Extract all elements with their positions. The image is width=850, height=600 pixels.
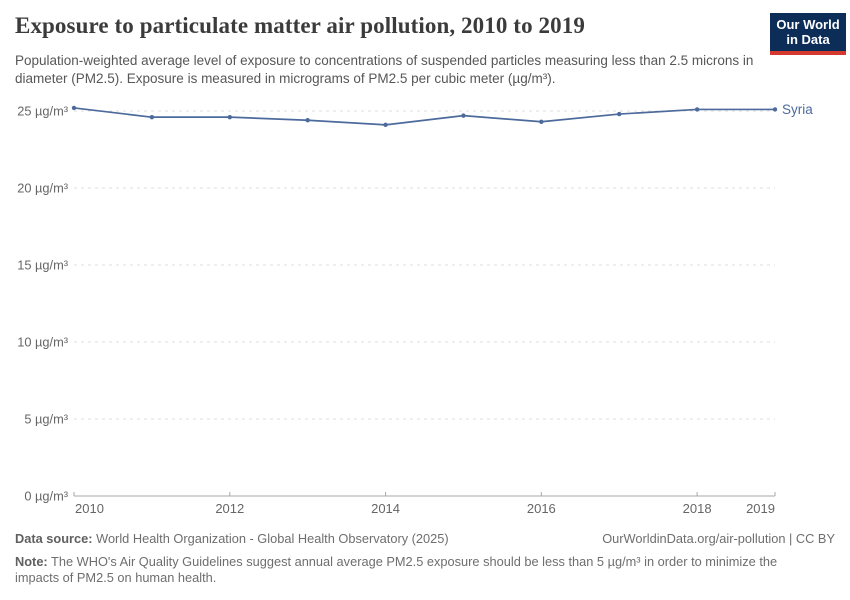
series-end-label: Syria [782,102,813,117]
y-axis-tick-label: 5 µg/m³ [24,412,68,427]
chart-footer: Data source: World Health Organization -… [15,531,835,586]
chart-note: Note: The WHO's Air Quality Guidelines s… [15,554,810,586]
y-axis-tick-label: 25 µg/m³ [17,104,68,119]
x-axis-tick-label: 2018 [683,501,712,516]
x-axis-tick-label: 2019 [746,501,775,516]
data-point [617,111,622,117]
data-point [149,114,155,120]
data-point [461,113,466,118]
owid-logo[interactable]: Our World in Data [770,13,846,55]
y-axis-tick-label: 10 µg/m³ [17,335,68,350]
chart-subtitle: Population-weighted average level of exp… [15,53,754,86]
data-point [71,105,77,111]
note-label: Note: [15,554,48,569]
y-axis-tick-label: 20 µg/m³ [17,181,68,196]
x-axis-tick-label: 2016 [527,501,556,516]
x-axis-tick-label: 2012 [215,501,244,516]
data-point [305,118,310,123]
data-point [383,122,388,128]
y-axis-tick-label: 15 µg/m³ [17,258,68,273]
data-point [539,119,544,124]
data-source: Data source: World Health Organization -… [15,531,449,546]
y-axis-tick-label: 0 µg/m³ [24,489,68,504]
data-point [694,107,700,112]
series-line [73,107,775,126]
owid-link[interactable]: OurWorldinData.org/air-pollution | CC BY [602,531,835,546]
note-text: The WHO's Air Quality Guidelines suggest… [15,554,778,585]
page-title: Exposure to particulate matter air pollu… [15,13,585,38]
data-source-text: World Health Organization - Global Healt… [96,531,449,546]
data-point [227,114,232,120]
owid-logo-line1: Our World [776,17,840,32]
x-axis-tick-label: 2010 [75,501,104,516]
data-source-label: Data source: [15,531,93,546]
x-axis-tick-label: 2014 [371,501,400,516]
owid-logo-line2: in Data [786,32,830,47]
data-point [772,107,778,112]
